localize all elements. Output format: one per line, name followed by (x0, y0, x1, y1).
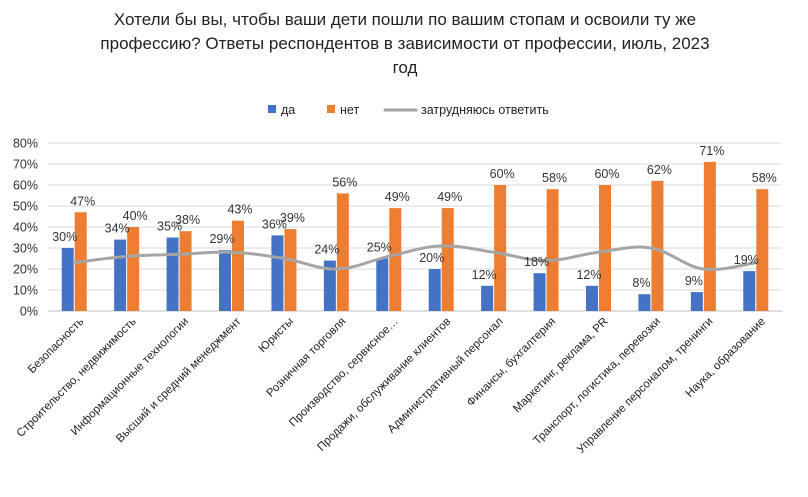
data-label-net: 58% (542, 171, 567, 185)
bar-da (61, 248, 74, 311)
bar-net (494, 185, 507, 311)
bar-net (179, 231, 192, 311)
y-tick-label: 60% (13, 179, 38, 193)
chart-title-line-3: год (392, 58, 418, 77)
data-label-net: 49% (437, 190, 462, 204)
bar-da (114, 239, 127, 311)
bar-da (219, 250, 231, 311)
y-tick-label: 50% (13, 200, 38, 214)
bar-da (481, 285, 494, 311)
bar-da (376, 258, 389, 311)
bar-net (756, 189, 769, 311)
legend-label-da: да (281, 103, 295, 117)
data-label-net: 58% (752, 171, 777, 185)
series-line (72, 244, 758, 272)
bar-da (323, 260, 336, 311)
bar-net (232, 220, 244, 311)
legend-swatch-net (327, 105, 335, 113)
y-tick-label: 70% (13, 158, 38, 172)
data-label-da: 20% (419, 251, 444, 265)
data-label-net: 56% (332, 175, 357, 189)
bar-da (533, 273, 546, 311)
data-label-da: 18% (524, 255, 549, 269)
bar-da (271, 235, 284, 311)
data-label-net: 71% (699, 144, 724, 158)
x-category-label: Производство, сервисное… (287, 316, 401, 430)
chart-title-line-2: профессию? Ответы респондентов в зависим… (100, 34, 710, 53)
chart-title-line-1: Хотели бы вы, чтобы ваши дети пошли по в… (113, 10, 697, 29)
data-label-net: 60% (594, 167, 619, 181)
bar-da (690, 292, 703, 311)
data-label-da: 8% (632, 276, 650, 290)
data-label-da: 30% (52, 230, 77, 244)
bar-da (638, 294, 651, 311)
data-label-da: 34% (105, 222, 130, 236)
y-tick-label: 40% (13, 221, 38, 235)
legend: да нет затрудняюсь ответить (268, 103, 549, 117)
data-label-net: 60% (490, 167, 515, 181)
series-line-zatrudnyayus (72, 244, 758, 272)
y-tick-label: 10% (13, 284, 38, 298)
bar-net (441, 208, 454, 311)
data-label-net: 39% (280, 211, 305, 225)
bars (61, 161, 769, 311)
bar-net (389, 208, 402, 311)
data-label-da: 12% (472, 268, 497, 282)
bar-da (166, 237, 179, 311)
data-labels: 30% 47% 34%40% 35%38% 29% 43% 36%39% 24% 56% 25% 4… (52, 144, 777, 290)
chart-title: Хотели бы вы, чтобы ваши дети пошли по в… (60, 8, 750, 80)
legend-label-net: нет (340, 103, 359, 117)
x-category-label: Административный персонал (386, 316, 506, 436)
bar-da (586, 285, 598, 311)
y-tick-label: 30% (13, 242, 38, 256)
data-label-net: 49% (385, 190, 410, 204)
data-label-da: 29% (209, 232, 234, 246)
data-label-net: 62% (647, 163, 672, 177)
x-category-label: Финансы, бухгалтерия (465, 316, 558, 409)
bar-net (599, 185, 611, 311)
data-label-da: 19% (734, 253, 759, 267)
data-label-net: 43% (227, 203, 252, 217)
bar-net (703, 161, 716, 311)
x-category-label: Маркетинг, реклама, PR (511, 316, 610, 415)
y-tick-label: 0% (20, 305, 38, 319)
data-label-net: 40% (123, 209, 148, 223)
bar-da (743, 271, 756, 311)
data-label-da: 24% (314, 243, 339, 257)
bar-da (428, 269, 441, 311)
bar-net (651, 180, 664, 311)
bar-net (127, 227, 140, 311)
data-label-da: 12% (576, 268, 601, 282)
legend-label-line: затрудняюсь ответить (421, 103, 549, 117)
y-tick-label: 20% (13, 263, 38, 277)
data-label-da: 9% (685, 274, 703, 288)
bar-net (336, 193, 349, 311)
bar-net (546, 189, 559, 311)
bar-net (284, 229, 297, 311)
y-tick-label: 80% (13, 137, 38, 151)
legend-swatch-da (268, 105, 276, 113)
x-category-label: Юристы (257, 316, 296, 355)
data-label-net: 47% (70, 194, 95, 208)
y-axis: 0% 10% 20% 30% 40% 50% 60% 70% 80% (13, 137, 38, 319)
data-label-da: 35% (157, 220, 182, 234)
data-label-da: 25% (367, 241, 392, 255)
data-label-net: 38% (175, 213, 200, 227)
x-category-label: Безопасность (26, 316, 86, 376)
data-label-da: 36% (262, 217, 287, 231)
